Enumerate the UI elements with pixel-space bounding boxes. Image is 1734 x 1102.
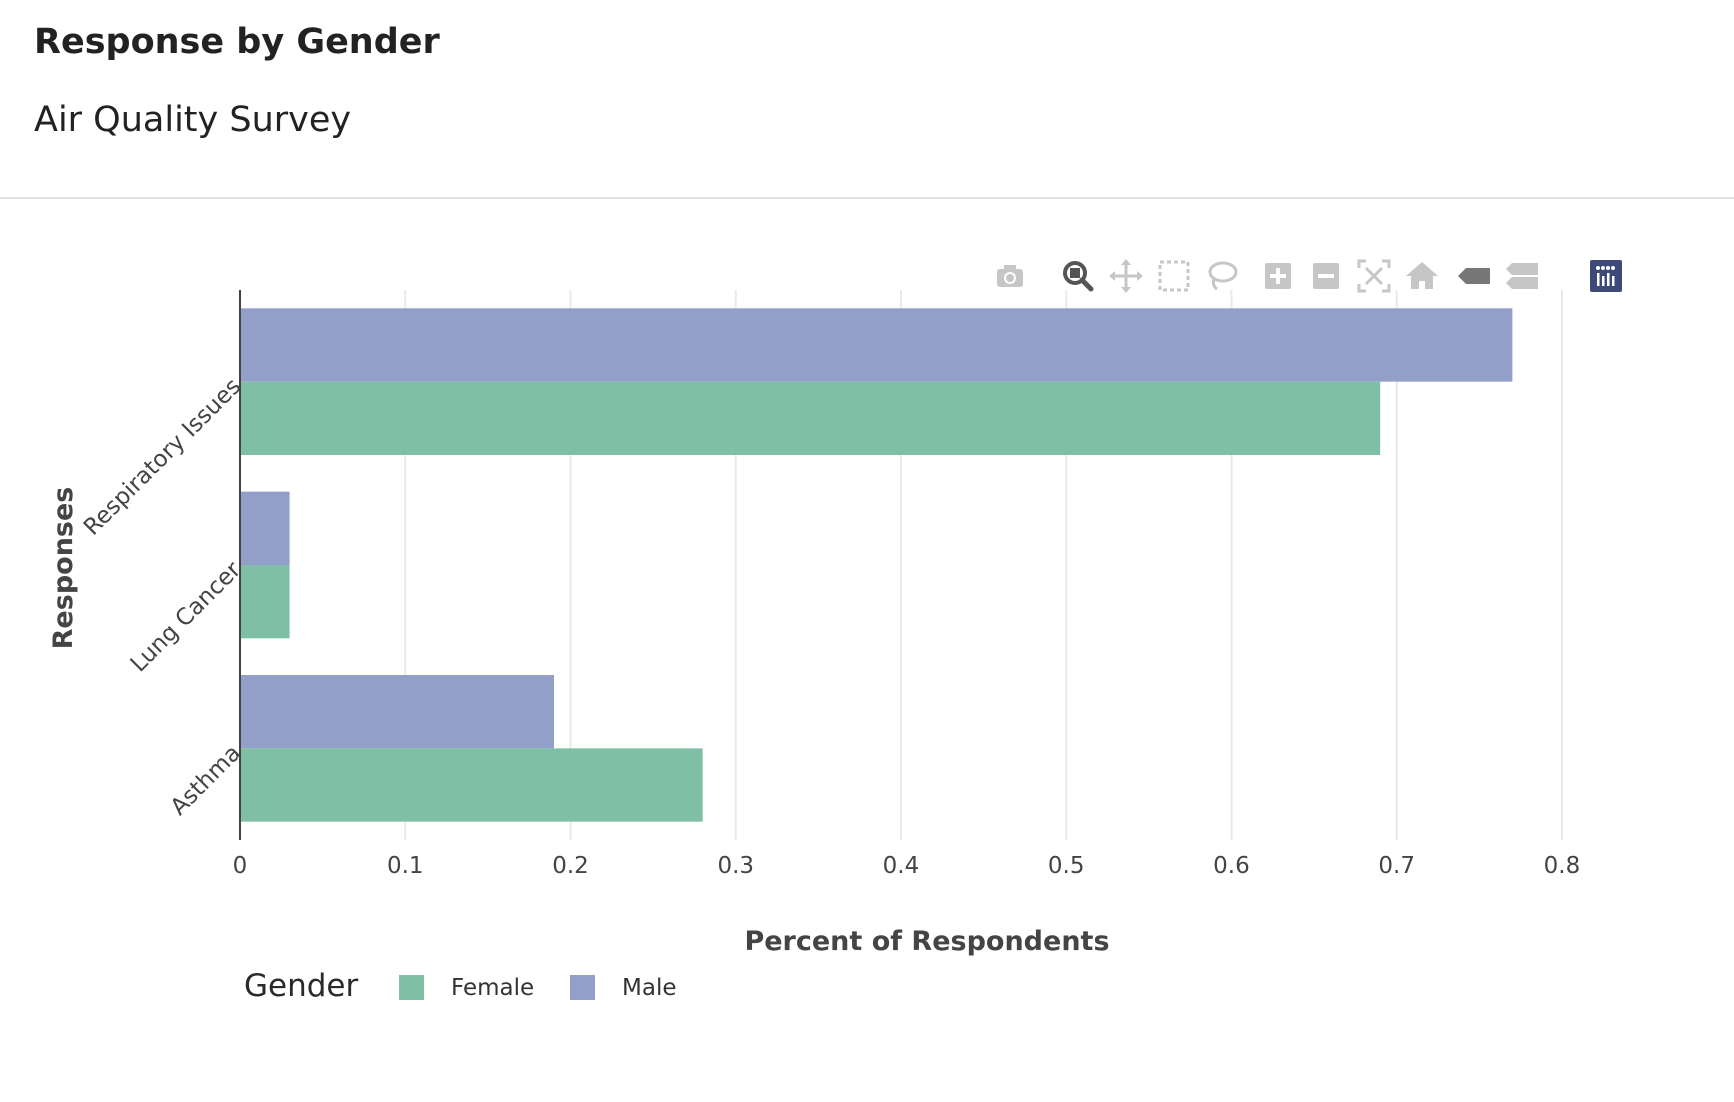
bar-female[interactable] [240,748,703,822]
bars[interactable] [240,308,1513,822]
bar-male[interactable] [240,491,290,565]
spike-lines-icon[interactable] [1454,256,1494,296]
x-tick-label: 0.5 [1048,853,1085,879]
y-tick-labels: Respiratory Issues Lung Cancer Asthma [79,374,247,821]
plotly-logo-icon[interactable] [1586,256,1626,296]
box-select-icon[interactable] [1154,256,1194,296]
legend-swatch-female [399,975,424,1000]
camera-icon[interactable] [990,256,1030,296]
x-tick-label: 0 [233,853,248,879]
x-axis-title: Percent of Respondents [744,926,1109,957]
autoscale-icon[interactable] [1354,256,1394,296]
zoom-icon[interactable] [1058,256,1098,296]
lasso-select-icon[interactable] [1202,256,1242,296]
bar-male[interactable] [240,675,554,749]
bar-female[interactable] [240,381,1381,455]
reset-axes-icon[interactable] [1402,256,1442,296]
y-tick-label: Asthma [166,740,246,820]
x-tick-label: 0.1 [387,853,424,879]
chart-modebar [990,256,1630,296]
y-tick-label: Lung Cancer [126,556,247,677]
zoom-in-icon[interactable] [1258,256,1298,296]
y-axis-title: Responses [48,487,79,650]
legend-label-male: Male [622,975,677,1001]
page-header: Response by Gender Air Quality Survey [0,0,1734,199]
zoom-out-icon[interactable] [1306,256,1346,296]
bar-female[interactable] [240,565,290,639]
legend-title: Gender [244,968,359,1004]
pan-icon[interactable] [1106,256,1146,296]
legend-label-female: Female [451,975,535,1001]
x-tick-label: 0.6 [1213,853,1250,879]
compare-hover-icon[interactable] [1502,256,1542,296]
y-tick-label: Respiratory Issues [79,374,246,541]
bar-male[interactable] [240,308,1513,382]
x-tick-label: 0.3 [717,853,754,879]
x-tick-label: 0.2 [552,853,589,879]
x-tick-label: 0.7 [1378,853,1415,879]
page-title: Response by Gender [34,22,440,62]
x-tick-labels: 0 0.1 0.2 0.3 0.4 0.5 0.6 0.7 0.8 [233,853,1581,879]
x-tick-label: 0.8 [1544,853,1581,879]
legend-swatch-male [570,975,595,1000]
page-subtitle: Air Quality Survey [34,100,352,140]
x-tick-label: 0.4 [883,853,920,879]
